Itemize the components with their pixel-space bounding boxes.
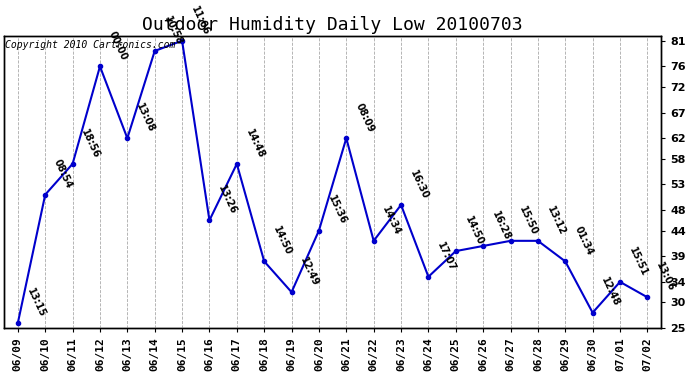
Text: 08:54: 08:54 [52, 158, 75, 190]
Title: Outdoor Humidity Daily Low 20100703: Outdoor Humidity Daily Low 20100703 [142, 16, 523, 34]
Text: 13:12: 13:12 [545, 204, 567, 237]
Text: Copyright 2010 Cartronics.com: Copyright 2010 Cartronics.com [6, 40, 176, 50]
Text: 10:58: 10:58 [161, 14, 184, 47]
Text: 08:09: 08:09 [353, 102, 375, 134]
Text: 13:06: 13:06 [654, 261, 676, 293]
Text: 15:51: 15:51 [627, 245, 649, 278]
Text: 16:30: 16:30 [408, 168, 430, 201]
Text: 01:34: 01:34 [572, 225, 594, 257]
Text: 12:48: 12:48 [600, 276, 622, 309]
Text: 14:48: 14:48 [244, 127, 266, 160]
Text: 00:00: 00:00 [107, 30, 129, 62]
Text: 18:56: 18:56 [79, 127, 101, 160]
Text: 12:49: 12:49 [299, 256, 321, 288]
Text: 17:07: 17:07 [435, 240, 457, 273]
Text: 14:50: 14:50 [463, 214, 485, 247]
Text: 16:28: 16:28 [490, 209, 512, 242]
Text: 15:36: 15:36 [326, 194, 348, 226]
Text: 13:26: 13:26 [217, 184, 239, 216]
Text: 14:34: 14:34 [381, 204, 403, 237]
Text: 15:50: 15:50 [518, 204, 540, 237]
Text: 11:06: 11:06 [189, 4, 211, 36]
Text: 13:08: 13:08 [135, 102, 157, 134]
Text: 13:15: 13:15 [25, 286, 47, 319]
Text: 14:50: 14:50 [271, 225, 293, 257]
